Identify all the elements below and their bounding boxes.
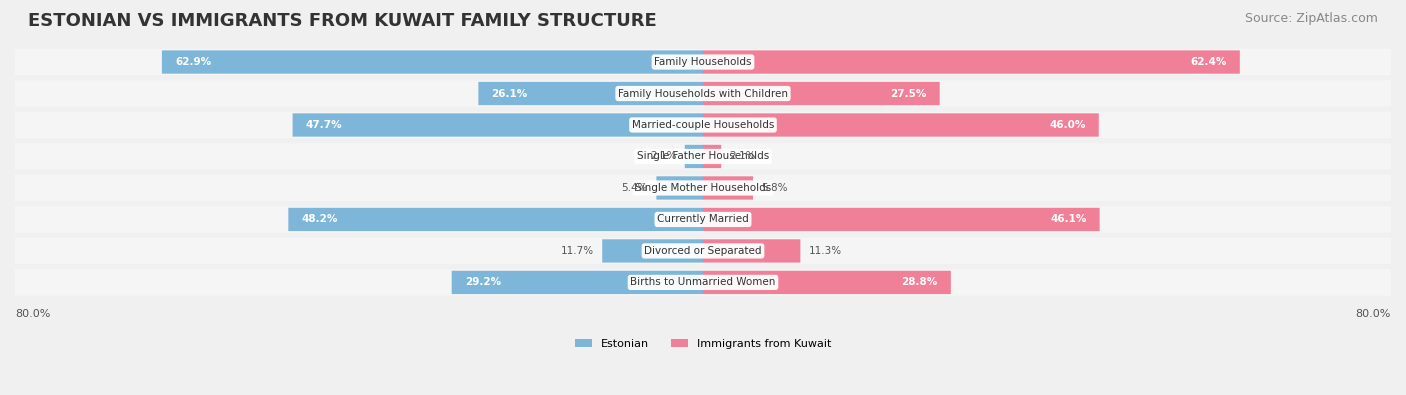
FancyBboxPatch shape — [703, 113, 1098, 137]
FancyBboxPatch shape — [162, 51, 703, 74]
Text: Births to Unmarried Women: Births to Unmarried Women — [630, 277, 776, 288]
FancyBboxPatch shape — [288, 208, 703, 231]
FancyBboxPatch shape — [15, 80, 1391, 107]
Text: 11.7%: 11.7% — [561, 246, 593, 256]
Text: 5.4%: 5.4% — [621, 183, 648, 193]
Text: 80.0%: 80.0% — [15, 310, 51, 320]
Text: Single Mother Households: Single Mother Households — [636, 183, 770, 193]
Text: Family Households: Family Households — [654, 57, 752, 67]
Text: 28.8%: 28.8% — [901, 277, 938, 288]
Text: 2.1%: 2.1% — [650, 151, 676, 162]
FancyBboxPatch shape — [292, 113, 703, 137]
FancyBboxPatch shape — [703, 239, 800, 263]
FancyBboxPatch shape — [703, 82, 939, 105]
Text: 62.4%: 62.4% — [1191, 57, 1227, 67]
Text: Single Father Households: Single Father Households — [637, 151, 769, 162]
FancyBboxPatch shape — [657, 176, 703, 199]
Text: 46.0%: 46.0% — [1049, 120, 1085, 130]
Text: ESTONIAN VS IMMIGRANTS FROM KUWAIT FAMILY STRUCTURE: ESTONIAN VS IMMIGRANTS FROM KUWAIT FAMIL… — [28, 12, 657, 30]
FancyBboxPatch shape — [451, 271, 703, 294]
Text: 26.1%: 26.1% — [492, 88, 527, 98]
FancyBboxPatch shape — [15, 112, 1391, 138]
FancyBboxPatch shape — [602, 239, 703, 263]
Legend: Estonian, Immigrants from Kuwait: Estonian, Immigrants from Kuwait — [571, 334, 835, 353]
FancyBboxPatch shape — [478, 82, 703, 105]
Text: Currently Married: Currently Married — [657, 214, 749, 224]
Text: 27.5%: 27.5% — [890, 88, 927, 98]
FancyBboxPatch shape — [703, 208, 1099, 231]
FancyBboxPatch shape — [703, 271, 950, 294]
FancyBboxPatch shape — [685, 145, 703, 168]
Text: Family Households with Children: Family Households with Children — [619, 88, 787, 98]
FancyBboxPatch shape — [15, 269, 1391, 295]
Text: Divorced or Separated: Divorced or Separated — [644, 246, 762, 256]
Text: 62.9%: 62.9% — [174, 57, 211, 67]
FancyBboxPatch shape — [15, 238, 1391, 264]
Text: 80.0%: 80.0% — [1355, 310, 1391, 320]
FancyBboxPatch shape — [15, 143, 1391, 170]
Text: 5.8%: 5.8% — [762, 183, 787, 193]
FancyBboxPatch shape — [15, 175, 1391, 201]
Text: Source: ZipAtlas.com: Source: ZipAtlas.com — [1244, 12, 1378, 25]
Text: 48.2%: 48.2% — [301, 214, 337, 224]
Text: 46.1%: 46.1% — [1050, 214, 1087, 224]
Text: 29.2%: 29.2% — [465, 277, 501, 288]
Text: Married-couple Households: Married-couple Households — [631, 120, 775, 130]
FancyBboxPatch shape — [15, 49, 1391, 75]
Text: 47.7%: 47.7% — [305, 120, 342, 130]
FancyBboxPatch shape — [703, 51, 1240, 74]
Text: 11.3%: 11.3% — [808, 246, 842, 256]
FancyBboxPatch shape — [703, 176, 754, 199]
Text: 2.1%: 2.1% — [730, 151, 756, 162]
FancyBboxPatch shape — [703, 145, 721, 168]
FancyBboxPatch shape — [15, 206, 1391, 233]
